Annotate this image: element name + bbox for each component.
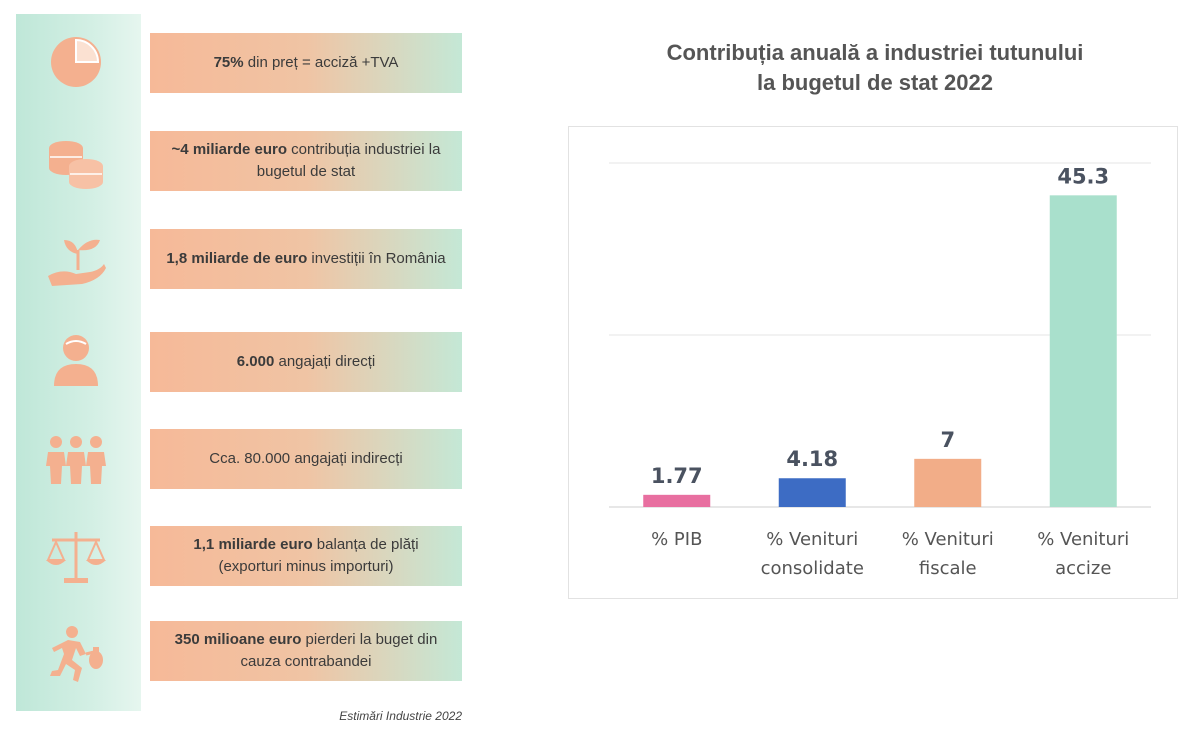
fact-card: 1,8 miliarde de euro investiții în Român… (150, 229, 462, 289)
running-thief-icon (42, 620, 110, 688)
tick-label: accize (1055, 558, 1111, 579)
fact-card-text: 1,8 miliarde de euro investiții în Român… (166, 248, 445, 270)
fact-card-text: 1,1 miliarde euro balanța de plăți (expo… (160, 534, 452, 578)
tick-label: % Venituri (1037, 529, 1129, 550)
bar-chart-svg: 1.77 % PIB 4.18 % Venituri consolidate 7 % Ven… (609, 162, 1151, 579)
fact-card-highlight: 1,8 miliarde de euro (166, 250, 308, 267)
bar (914, 458, 982, 507)
pie-chart-icon (42, 28, 110, 96)
source-note: Estimări Industrie 2022 (339, 709, 462, 723)
fact-card-body: balanța de plăți (exporturi minus import… (218, 536, 419, 575)
bar-chart: 1.77 % PIB 4.18 % Venituri consolidate 7 % Ven… (568, 126, 1178, 599)
fact-card-body: pierderi la buget din cauza contrabandei (240, 631, 438, 670)
fact-card-highlight: 6.000 (236, 353, 275, 370)
fact-card: Cca. 80.000 angajați indirecți (150, 429, 462, 489)
fact-card-highlight: ~4 miliarde euro (171, 141, 288, 158)
fact-card: 6.000 angajați direcți (150, 332, 462, 392)
data-label: 7 (940, 428, 955, 452)
fact-card: 75% din preț = acciză +TVA (150, 33, 462, 93)
tick-label: consolidate (761, 558, 864, 579)
tick-label: % Venituri (766, 529, 858, 550)
tick-label: fiscale (919, 558, 977, 579)
tick-label: % PIB (651, 529, 702, 550)
people-group-icon (42, 424, 110, 492)
fact-card-highlight: 75% (213, 54, 244, 71)
data-label: 1.77 (651, 464, 703, 488)
fact-card-highlight: 350 milioane euro (174, 631, 302, 648)
fact-card-body: contribuția industriei la bugetul de sta… (256, 141, 441, 180)
fact-card-body: investiții în România (307, 250, 446, 267)
chart-title-line-2: la bugetul de stat 2022 (757, 70, 993, 95)
chart-title: Contribuția anuală a industriei tutunulu… (600, 38, 1150, 98)
fact-card: ~4 miliarde euro contribuția industriei … (150, 131, 462, 191)
data-label: 45.3 (1057, 164, 1109, 188)
employee-icon (42, 326, 110, 394)
fact-card-text: 6.000 angajați direcți (237, 351, 375, 373)
fact-card-text: Cca. 80.000 angajați indirecți (209, 448, 402, 470)
fact-card-highlight: 1,1 miliarde euro (193, 536, 313, 553)
bar (1049, 195, 1117, 507)
fact-card-text: 75% din preț = acciză +TVA (214, 52, 399, 74)
bar (778, 478, 846, 507)
bar (643, 494, 711, 507)
fact-card-body: din preț = acciză +TVA (243, 54, 399, 71)
fact-card-text: 350 milioane euro pierderi la buget din … (160, 629, 452, 673)
fact-card-body: angajați direcți (274, 353, 376, 370)
coins-icon (42, 128, 110, 196)
scales-icon (42, 522, 110, 590)
icon-strip (16, 14, 141, 711)
chart-title-line-1: Contribuția anuală a industriei tutunulu… (666, 40, 1084, 65)
data-label: 4.18 (786, 447, 838, 471)
plant-hand-icon (42, 228, 110, 296)
tick-label: % Venituri (902, 529, 994, 550)
fact-card-text: ~4 miliarde euro contribuția industriei … (160, 139, 452, 183)
fact-card-body: Cca. 80.000 angajați indirecți (209, 450, 403, 467)
fact-card: 1,1 miliarde euro balanța de plăți (expo… (150, 526, 462, 586)
fact-card: 350 milioane euro pierderi la buget din … (150, 621, 462, 681)
